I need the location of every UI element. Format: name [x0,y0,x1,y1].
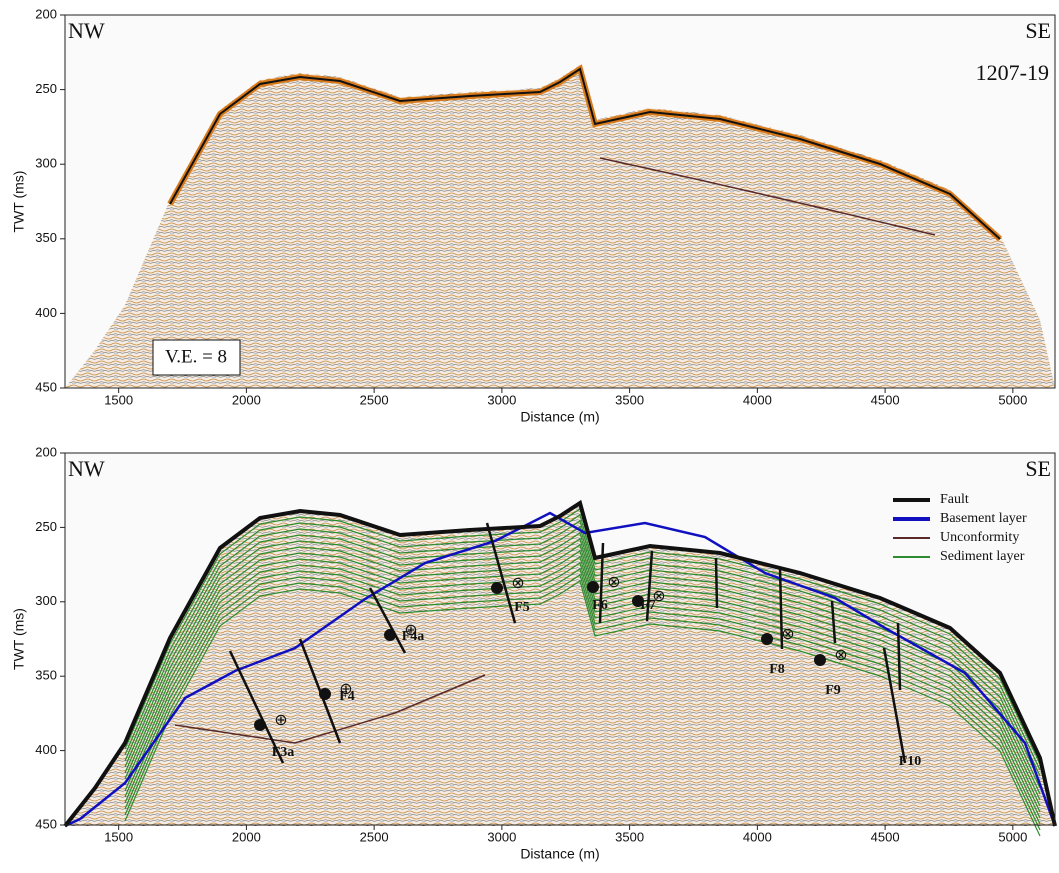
movement-symbol: ⊕ [274,712,287,729]
x-tick-label: 1500 [104,829,133,844]
annotation-nw: NW [68,18,105,43]
movement-dot [587,581,599,593]
x-tick-label: 2500 [360,392,389,407]
sediment-layer [124,538,1041,795]
fault [830,600,837,644]
x-tick-label: 2000 [232,829,261,844]
x-axis-label: Distance (m) [520,409,599,425]
x-tick-label: 3000 [487,392,516,407]
legend-label: Sediment layer [940,549,1025,564]
line-id: 1207-19 [976,60,1049,85]
annotation-nw: NW [68,456,105,481]
y-tick-label: 300 [35,156,57,171]
fault-label: F10 [899,754,922,769]
sediment-layer [124,568,1041,825]
y-tick-label: 200 [35,6,57,21]
y-axis-label: TWT (ms) [11,608,27,670]
ve-box [152,339,241,376]
x-tick-label: 3500 [615,829,644,844]
movement-dot [761,633,773,645]
basement-layer [64,511,1057,828]
movement-symbol: ⊗ [607,574,620,591]
reflector [169,67,1001,240]
y-tick-label: 450 [35,379,57,394]
sediment-layer [124,526,1041,783]
fault-label: F4a [402,629,425,644]
sediment-layer [124,574,1041,831]
sediment-layer [124,556,1041,813]
x-tick-label: 4000 [743,392,772,407]
y-tick-label: 350 [35,230,57,245]
plot-frame [64,452,1056,826]
sediment-layer [124,562,1041,819]
fault [645,550,654,622]
fault-label: F7 [640,598,656,613]
sediment-layer [124,520,1041,777]
plot-frame [64,14,1056,389]
movement-symbol: ⊗ [781,626,794,643]
ve-label: V.E. = 8 [165,346,227,367]
fault [228,650,285,764]
annotation-se: SE [1025,18,1051,43]
movement-dot [319,688,331,700]
fault-label: F5 [514,600,530,615]
fault-label: F8 [769,662,785,677]
legend-label: Unconformity [940,530,1019,545]
y-tick-label: 250 [35,81,57,96]
movement-dot [632,595,644,607]
fault-label: F3a [272,745,295,760]
movement-symbol: ⊗ [834,647,847,664]
movement-symbol: ⊕ [404,622,417,639]
y-tick-label: 350 [35,668,57,683]
x-tick-label: 4500 [871,829,900,844]
y-tick-label: 250 [35,519,57,534]
legend-label: Fault [940,492,969,507]
x-tick-label: 3500 [615,392,644,407]
fault [368,587,407,654]
movement-symbol: ⊗ [652,588,665,605]
fault [778,567,784,650]
sediment-layer [124,508,1041,765]
y-tick-label: 450 [35,816,57,831]
y-axis-label: TWT (ms) [11,171,27,233]
x-tick-label: 1500 [104,392,133,407]
x-tick-label: 2500 [360,829,389,844]
y-tick-label: 400 [35,742,57,757]
fault [896,622,902,691]
fault [485,522,517,624]
x-tick-label: 5000 [998,392,1027,407]
fault-label: F4 [339,689,355,704]
x-tick-label: 5000 [998,829,1027,844]
seismic-section [65,65,1055,388]
movement-symbol: ⊗ [511,575,524,592]
sediment-layer [124,544,1041,801]
x-tick-label: 4500 [871,392,900,407]
x-tick-label: 2000 [232,392,261,407]
fault-label: F6 [592,598,608,613]
movement-symbol: ⊕ [339,681,352,698]
fault [882,647,907,764]
sediment-layer [124,514,1041,771]
movement-dot [384,629,396,641]
legend-label: Basement layer [940,511,1027,526]
fault [598,542,605,624]
fault [714,557,719,609]
sediment-layer [124,532,1041,789]
x-tick-label: 4000 [743,829,772,844]
annotation-se: SE [1025,456,1051,481]
x-axis-label: Distance (m) [520,846,599,862]
sediment-layer [124,550,1041,807]
dome-outline [63,499,1057,828]
movement-dot [491,582,503,594]
y-tick-label: 300 [35,593,57,608]
sediment-layer [124,580,1041,837]
unconformity [174,157,936,744]
fault-label: F9 [825,683,841,698]
movement-dot [254,719,266,731]
y-tick-label: 400 [35,305,57,320]
movement-dot [814,654,826,666]
x-tick-label: 3000 [487,829,516,844]
y-tick-label: 200 [35,444,57,459]
